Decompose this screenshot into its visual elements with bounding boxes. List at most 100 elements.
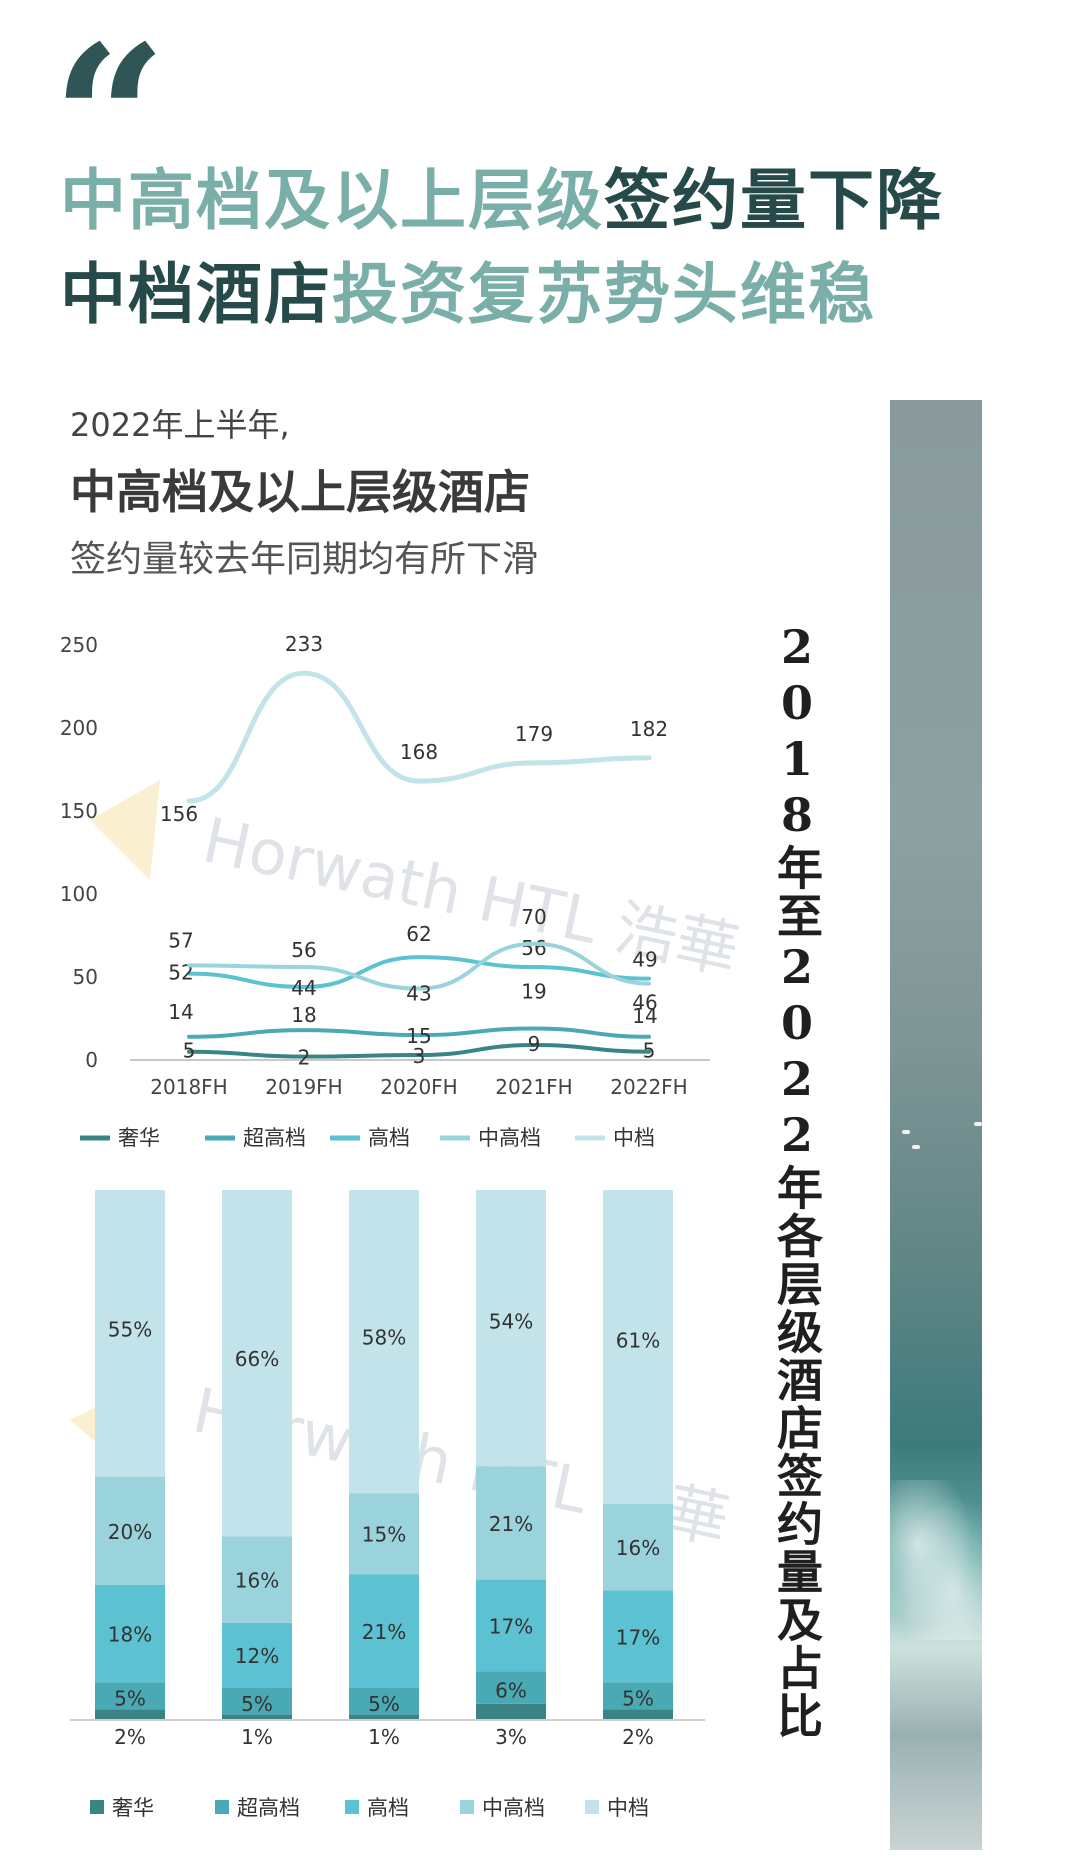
legend-swatch <box>90 1800 104 1814</box>
bar-segment <box>222 1687 292 1715</box>
bar-segment <box>603 1504 673 1591</box>
bar-data-label: 15% <box>362 1523 406 1547</box>
legend-label: 中档 <box>607 1796 649 1820</box>
bar-segment <box>349 1714 419 1720</box>
bar-segment <box>476 1190 546 1467</box>
bar-segment <box>222 1622 292 1688</box>
data-label: 156 <box>160 802 198 826</box>
data-label: 56 <box>291 938 316 962</box>
bar-data-label: 16% <box>235 1569 279 1593</box>
ocean-foam <box>890 1480 982 1640</box>
data-label: 179 <box>515 722 553 746</box>
data-label: 3 <box>413 1044 426 1068</box>
bar-data-label: 1% <box>368 1725 400 1749</box>
series-line-0 <box>187 1043 651 1059</box>
headline-line-2: 中档酒店投资复苏势头维稳 <box>60 262 876 328</box>
legend-label: 中高档 <box>482 1796 545 1820</box>
x-tick-label: 2021FH <box>495 1075 572 1099</box>
bar-segment <box>603 1682 673 1710</box>
bar-segment <box>476 1671 546 1704</box>
bar-segment <box>476 1466 546 1580</box>
bar-data-label: 61% <box>616 1328 660 1352</box>
bar-segment <box>349 1574 419 1688</box>
data-label: 62 <box>406 922 431 946</box>
bar-data-label: 66% <box>235 1347 279 1371</box>
data-label: 56 <box>521 936 546 960</box>
data-label: 46 <box>632 991 657 1015</box>
legend-label: 中档 <box>613 1126 655 1150</box>
data-label: 233 <box>285 632 323 656</box>
legend-label: 奢华 <box>118 1126 160 1150</box>
x-tick-label: 2019FH <box>265 1075 342 1099</box>
bar-data-label: 58% <box>362 1326 406 1350</box>
legend-swatch <box>460 1800 474 1814</box>
bar-data-label: 17% <box>489 1615 533 1639</box>
bar-data-label: 54% <box>489 1309 533 1333</box>
bar-segment <box>349 1687 419 1715</box>
bar-data-label: 2% <box>622 1725 654 1749</box>
legend-swatch <box>585 1800 599 1814</box>
bar-data-label: 21% <box>362 1620 406 1644</box>
stacked-bar-chart: Horwath HTL 浩華2%5%18%20%55%1%5%12%16%66%… <box>70 1190 735 1820</box>
x-tick-label: 2020FH <box>380 1075 457 1099</box>
data-label: 168 <box>400 740 438 764</box>
series-line-3 <box>187 941 651 991</box>
bar-segment <box>603 1190 673 1504</box>
data-label: 182 <box>630 717 668 741</box>
legend-label: 中高档 <box>478 1126 541 1150</box>
legend-label: 高档 <box>368 1126 410 1150</box>
bar-data-label: 5% <box>368 1692 400 1716</box>
x-tick-label: 2018FH <box>150 1075 227 1099</box>
data-label: 15 <box>406 1024 431 1048</box>
x-tick-label: 2022FH <box>610 1075 687 1099</box>
headline-line1-dark: 签约量下降 <box>604 162 944 239</box>
boat-icon <box>912 1145 920 1149</box>
bar-segment <box>349 1190 419 1494</box>
data-label: 9 <box>528 1032 541 1056</box>
bar-data-label: 12% <box>235 1644 279 1668</box>
headline-line-1: 中高档及以上层级签约量下降 <box>60 168 944 234</box>
y-tick-label: 100 <box>60 882 98 906</box>
bar-data-label: 20% <box>108 1520 152 1544</box>
bar-data-label: 18% <box>108 1623 152 1647</box>
headline-line1-light: 中高档及以上层级 <box>60 162 604 239</box>
bar-segment <box>476 1703 546 1720</box>
bar-segment <box>222 1536 292 1623</box>
quote-mark: “ <box>52 2 168 237</box>
bar-segment <box>222 1714 292 1720</box>
bar-segment <box>95 1190 165 1477</box>
subtitle-line-1: 2022年上半年, <box>70 406 290 444</box>
ocean-photo <box>890 400 982 1850</box>
bar-data-label: 5% <box>622 1687 654 1711</box>
data-label: 44 <box>291 976 316 1000</box>
legend-swatch <box>345 1800 359 1814</box>
bar-segment <box>95 1477 165 1585</box>
boat-icon <box>902 1130 910 1134</box>
bar-data-label: 16% <box>616 1536 660 1560</box>
bar-data-label: 21% <box>489 1512 533 1536</box>
bar-segment <box>603 1709 673 1720</box>
y-tick-label: 0 <box>85 1048 98 1072</box>
bar-segment <box>95 1709 165 1720</box>
data-label: 14 <box>632 1004 657 1028</box>
bar-data-label: 17% <box>616 1625 660 1649</box>
legend-label: 超高档 <box>243 1126 306 1150</box>
bar-segment <box>349 1493 419 1575</box>
legend-swatch <box>215 1800 229 1814</box>
data-label: 57 <box>168 928 193 952</box>
y-tick-label: 200 <box>60 716 98 740</box>
bar-segment <box>476 1579 546 1672</box>
headline-line2-light: 投资复苏势头维稳 <box>332 256 876 333</box>
y-tick-label: 50 <box>73 965 98 989</box>
data-label: 70 <box>521 905 546 929</box>
bar-data-label: 3% <box>495 1725 527 1749</box>
legend-label: 奢华 <box>112 1796 154 1820</box>
bar-data-label: 5% <box>114 1687 146 1711</box>
series-line-2 <box>187 955 651 989</box>
side-title: 2018年至2022年各层级酒店签约量及占比 <box>770 620 824 1740</box>
subtitle-line-2: 中高档及以上层级酒店 <box>70 465 530 519</box>
legend-label: 高档 <box>367 1796 409 1820</box>
legend-label: 超高档 <box>237 1796 300 1820</box>
bar-segment <box>222 1190 292 1537</box>
